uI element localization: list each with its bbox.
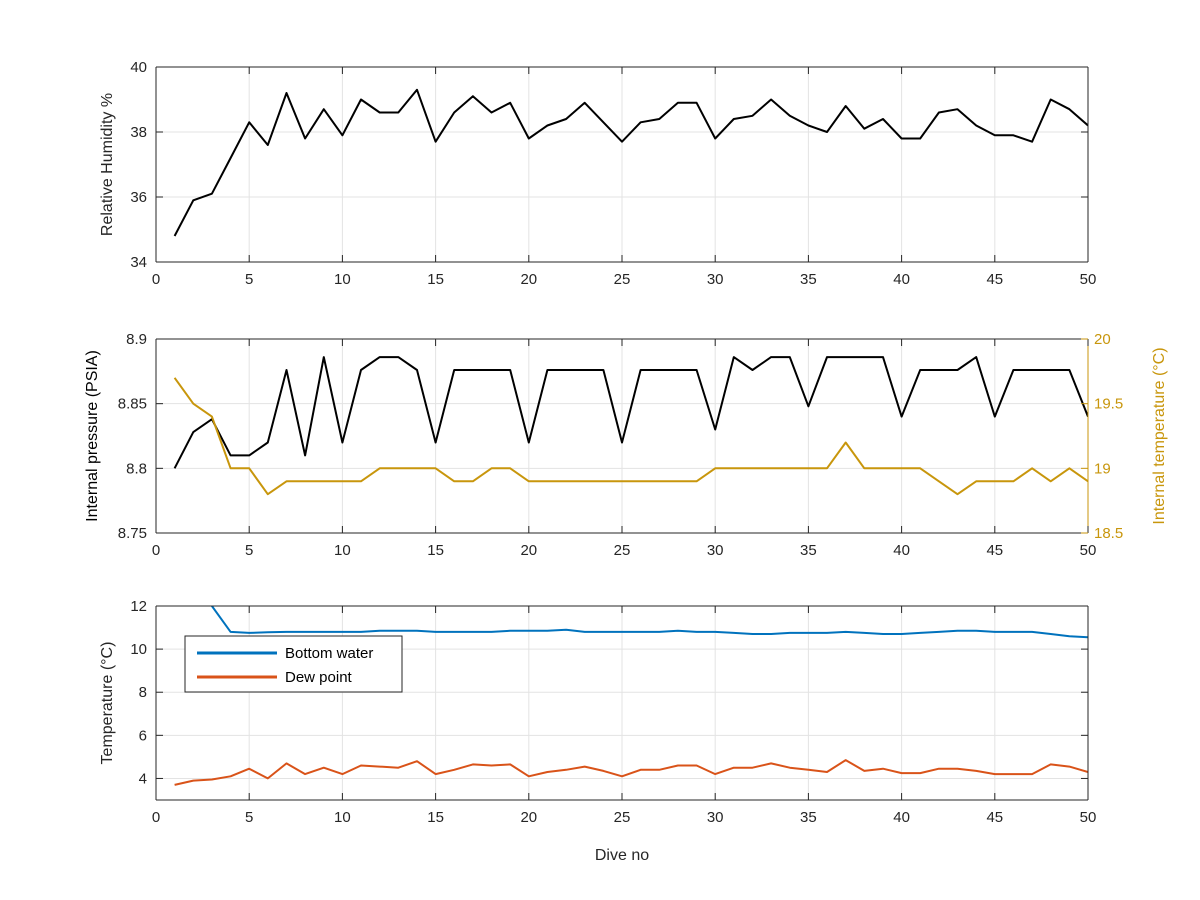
chart-3-x-axis-label: Dive no xyxy=(595,847,649,864)
chart-2-x-tick-label: 45 xyxy=(986,542,1003,559)
chart-1-y-tick-label: 36 xyxy=(130,189,147,206)
chart-1-y-tick-label: 34 xyxy=(130,254,147,271)
chart-2-y-tick-label: 8.85 xyxy=(118,396,147,413)
chart-2-y2-tick-label: 19 xyxy=(1094,460,1111,477)
chart-2-x-tick-label: 20 xyxy=(520,542,537,559)
chart-3-y-tick-label: 6 xyxy=(139,727,147,744)
chart-1-x-tick-label: 15 xyxy=(427,271,444,288)
chart-3-legend-entry: Bottom water xyxy=(285,645,373,662)
chart-1-x-tick-label: 20 xyxy=(520,271,537,288)
chart-2-x-tick-label: 25 xyxy=(614,542,631,559)
chart-2-y2-tick-label: 20 xyxy=(1094,331,1111,348)
chart-2-y-axis-label: Internal pressure (PSIA) xyxy=(84,350,101,522)
chart-3-dew-point-line xyxy=(174,759,1088,786)
chart-2-y2-tick-label: 18.5 xyxy=(1094,525,1123,542)
chart-3-x-tick-label: 25 xyxy=(614,809,631,826)
chart-2-x-tick-label: 10 xyxy=(334,542,351,559)
chart-1-x-tick-label: 50 xyxy=(1080,271,1097,288)
chart-3-x-tick-label: 5 xyxy=(245,809,253,826)
chart-1-x-tick-label: 45 xyxy=(986,271,1003,288)
chart-2-x-tick-label: 5 xyxy=(245,542,253,559)
chart-3-y-tick-label: 4 xyxy=(139,770,147,787)
chart-1-y-tick-label: 40 xyxy=(130,59,147,76)
chart-3-x-tick-label: 0 xyxy=(152,809,160,826)
chart-2-x-tick-label: 50 xyxy=(1080,542,1097,559)
chart-3: 0 5 10 15 20 25 30 35 40 45 50 4 6 8 10 12 Temperature (… xyxy=(99,598,1097,864)
chart-3-x-tick-label: 30 xyxy=(707,809,724,826)
chart-2-series-2-line xyxy=(173,377,1088,496)
chart-2-x-tick-label: 30 xyxy=(707,542,724,559)
chart-1-x-tick-label: 5 xyxy=(245,271,253,288)
chart-3-bottom-water-line xyxy=(210,606,1088,639)
chart-1-x-tick-label: 10 xyxy=(334,271,351,288)
chart-2-x-tick-label: 0 xyxy=(152,542,160,559)
chart-3-x-tick-label: 35 xyxy=(800,809,817,826)
chart-2-y-tick-label: 8.9 xyxy=(126,331,147,348)
chart-1-series-1-line xyxy=(173,88,1088,237)
chart-3-y-tick-label: 12 xyxy=(130,598,147,615)
chart-2-y-tick-label: 8.75 xyxy=(118,525,147,542)
chart-2: 0 5 10 15 20 25 30 35 40 45 50 8.75 8.8 8.85 8.9 18.5 19… xyxy=(84,331,1168,559)
chart-2-x-tick-label: 40 xyxy=(893,542,910,559)
chart-3-y-axis-label: Temperature (°C) xyxy=(99,642,116,765)
chart-3-x-tick-label: 15 xyxy=(427,809,444,826)
chart-2-x-tick-label: 15 xyxy=(427,542,444,559)
chart-1-x-tick-label: 0 xyxy=(152,271,160,288)
chart-1-x-tick-label: 35 xyxy=(800,271,817,288)
chart-1: 0 5 10 15 20 25 30 35 40 45 50 34 36 38 40 Relative Hum… xyxy=(99,59,1096,288)
chart-3-legend-entry: Dew point xyxy=(285,669,353,686)
chart-3-x-tick-label: 20 xyxy=(520,809,537,826)
chart-3-x-tick-label: 10 xyxy=(334,809,351,826)
chart-3-legend-box xyxy=(184,635,403,693)
chart-1-y-axis-label: Relative Humidity % xyxy=(99,93,116,236)
chart-3-x-tick-label: 45 xyxy=(986,809,1003,826)
chart-2-series-1-line xyxy=(173,356,1088,469)
chart-1-x-tick-label: 40 xyxy=(893,271,910,288)
chart-3-x-tick-label: 40 xyxy=(893,809,910,826)
chart-2-y2-axis-label: Internal temperature (°C) xyxy=(1151,347,1168,524)
chart-1-y-tick-label: 38 xyxy=(130,124,147,141)
chart-2-y2-tick-label: 19.5 xyxy=(1094,396,1123,413)
chart-1-x-tick-label: 30 xyxy=(707,271,724,288)
chart-3-x-tick-label: 50 xyxy=(1080,809,1097,826)
chart-2-x-tick-label: 35 xyxy=(800,542,817,559)
chart-2-y-tick-label: 8.8 xyxy=(126,460,147,477)
chart-3-y-tick-label: 10 xyxy=(130,641,147,658)
chart-3-y-tick-label: 8 xyxy=(139,684,147,701)
chart-1-x-tick-label: 25 xyxy=(614,271,631,288)
chart-3-legend: Bottom water Dew point xyxy=(184,635,403,693)
